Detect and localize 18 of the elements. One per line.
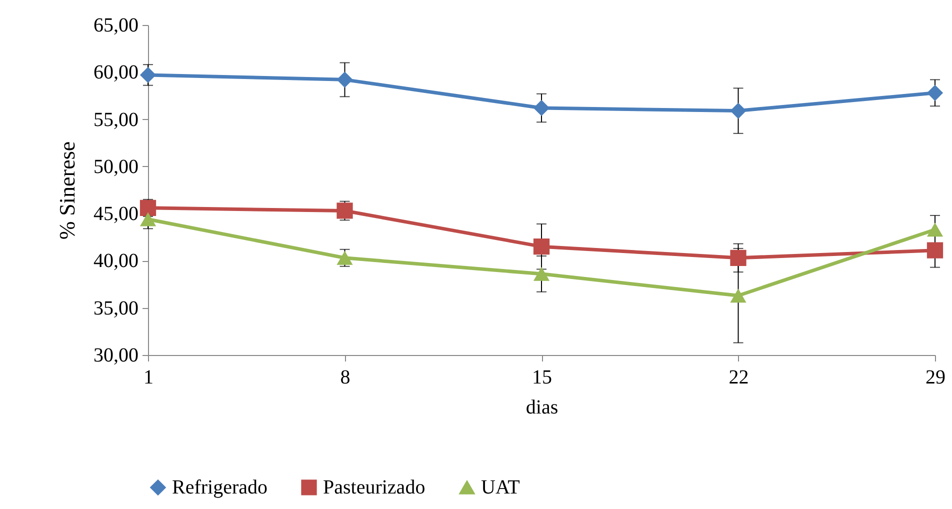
legend-label: Refrigerado (172, 476, 268, 498)
y-tick-label: 35,00 (94, 297, 138, 320)
y-tick-label: 40,00 (94, 250, 138, 272)
y-tick-label: 50,00 (94, 156, 138, 178)
y-tick-label: 65,00 (94, 14, 138, 36)
x-tick-label: 1 (144, 366, 154, 388)
y-axis-title: % Sinerese (54, 141, 80, 240)
x-tick-label: 8 (340, 366, 350, 388)
x-axis-title: dias (526, 396, 558, 418)
y-tick-label: 30,00 (94, 344, 138, 366)
y-tick-label: 45,00 (94, 203, 138, 226)
legend-label: Pasteurizado (323, 476, 426, 498)
x-tick-label: 29 (926, 366, 946, 388)
y-tick-label: 60,00 (94, 62, 138, 84)
y-tick-label: 55,00 (94, 108, 138, 131)
x-tick-label: 22 (728, 366, 749, 388)
x-tick-label: 15 (532, 366, 552, 388)
legend-label: UAT (481, 476, 520, 498)
